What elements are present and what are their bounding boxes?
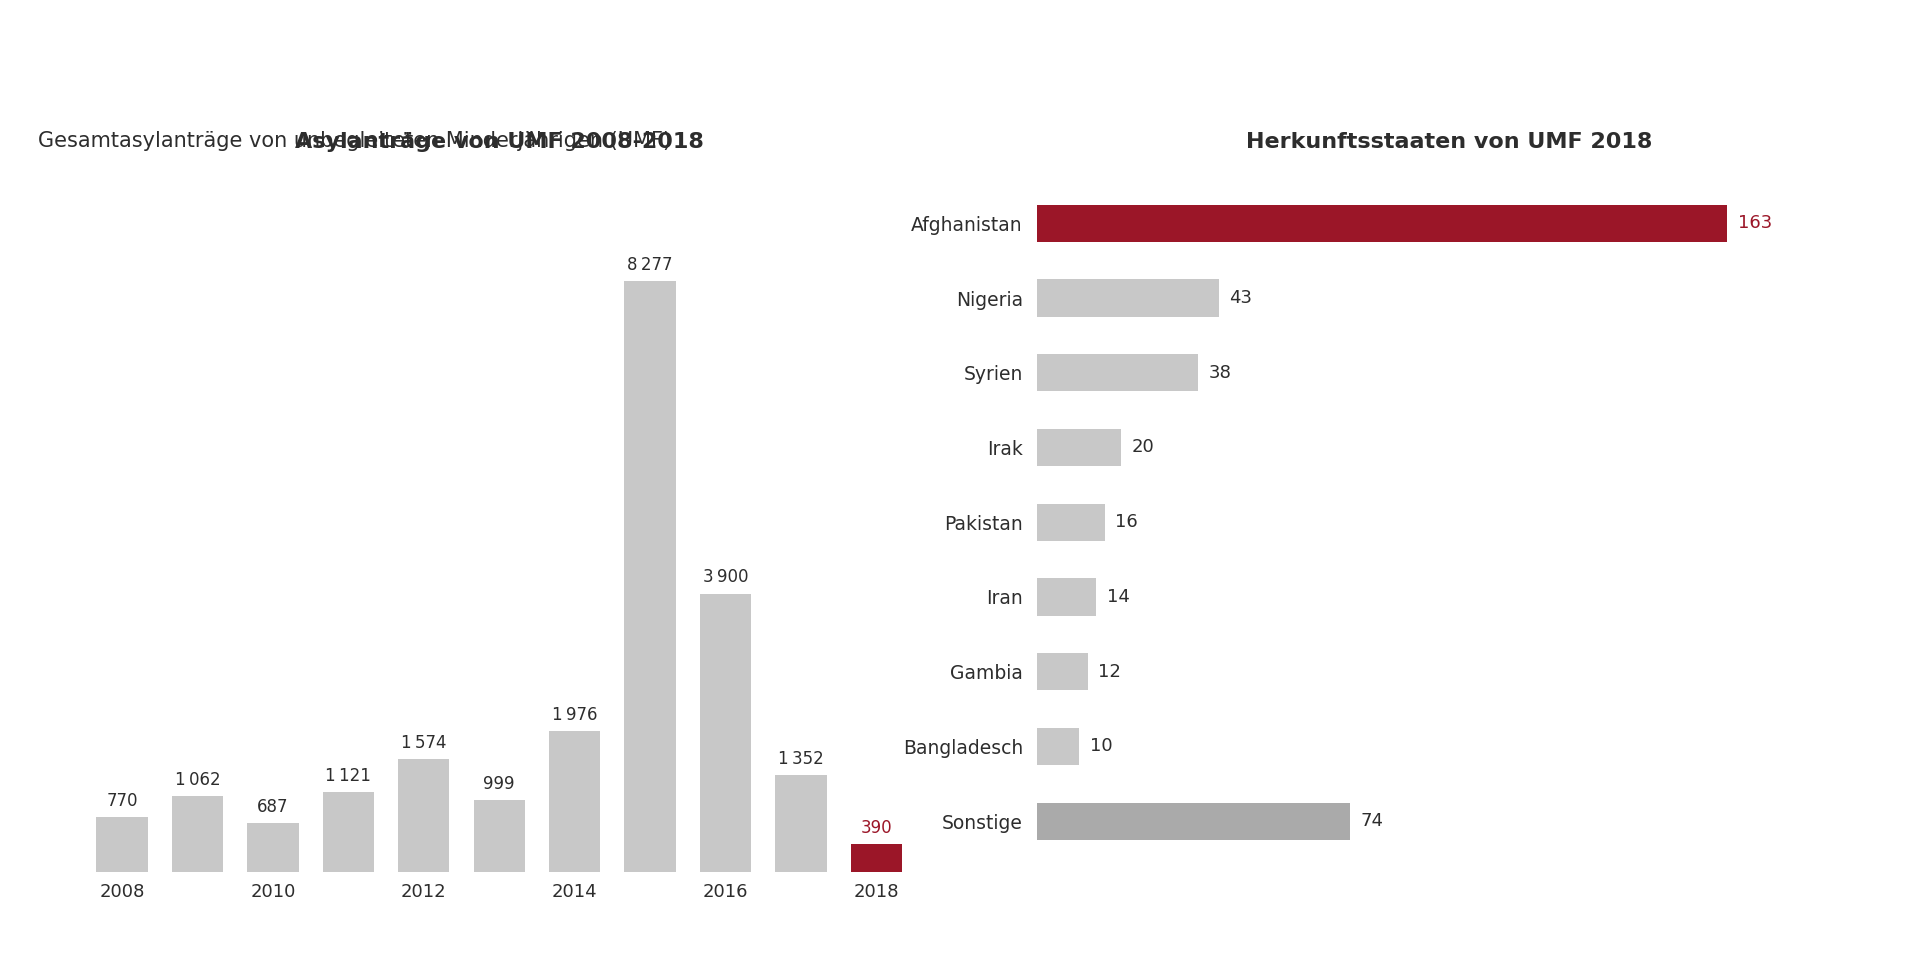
Bar — [851, 844, 902, 872]
Bar — [1037, 504, 1104, 540]
Bar — [1037, 279, 1219, 317]
Bar — [1037, 803, 1350, 840]
Text: Datenquelle: BMI: Datenquelle: BMI — [42, 922, 198, 939]
Bar — [1037, 429, 1121, 467]
Bar — [1037, 354, 1198, 392]
Text: 10: 10 — [1091, 737, 1112, 756]
Title: Asylanträge von UMF 2008-2018: Asylanträge von UMF 2008-2018 — [296, 132, 703, 152]
Text: 74: 74 — [1361, 812, 1384, 830]
Text: 163: 163 — [1738, 214, 1772, 232]
Text: Gesamtasylanträge von unbegleiteten Minderjährigen (UMF): Gesamtasylanträge von unbegleiteten Mind… — [38, 131, 672, 151]
Text: 390: 390 — [860, 819, 893, 837]
Text: 770: 770 — [106, 792, 138, 809]
Text: Asylanträge unbegleiteter Minderjähriger: Asylanträge unbegleiteter Minderjähriger — [42, 29, 958, 67]
Text: 16: 16 — [1116, 514, 1139, 531]
Bar — [248, 823, 300, 872]
Bar — [776, 776, 828, 872]
Text: 999: 999 — [484, 776, 515, 793]
Bar — [171, 796, 223, 872]
Text: 1 352: 1 352 — [778, 750, 824, 768]
Text: Grafik: Stefan Rabl: Grafik: Stefan Rabl — [1707, 922, 1878, 939]
Text: 38: 38 — [1208, 364, 1231, 382]
Text: 3 900: 3 900 — [703, 568, 749, 587]
Text: 1 062: 1 062 — [175, 771, 221, 789]
Text: 8 277: 8 277 — [628, 256, 672, 275]
Bar — [474, 801, 524, 872]
Text: 1 574: 1 574 — [401, 734, 447, 753]
Bar — [96, 817, 148, 872]
Text: 687: 687 — [257, 798, 288, 816]
Bar — [1037, 728, 1079, 765]
Bar — [624, 281, 676, 872]
Bar — [1037, 204, 1726, 242]
Bar — [1037, 653, 1087, 690]
Text: 20: 20 — [1133, 439, 1154, 457]
Text: 14: 14 — [1106, 588, 1129, 606]
Bar — [1037, 578, 1096, 615]
Bar — [549, 731, 601, 872]
Text: 1 976: 1 976 — [551, 706, 597, 724]
Bar — [323, 792, 374, 872]
Text: 43: 43 — [1229, 289, 1252, 307]
Title: Herkunftsstaaten von UMF 2018: Herkunftsstaaten von UMF 2018 — [1246, 132, 1653, 152]
Text: 12: 12 — [1098, 662, 1121, 681]
Text: 1 121: 1 121 — [324, 767, 371, 784]
Bar — [397, 759, 449, 872]
Bar — [699, 593, 751, 872]
